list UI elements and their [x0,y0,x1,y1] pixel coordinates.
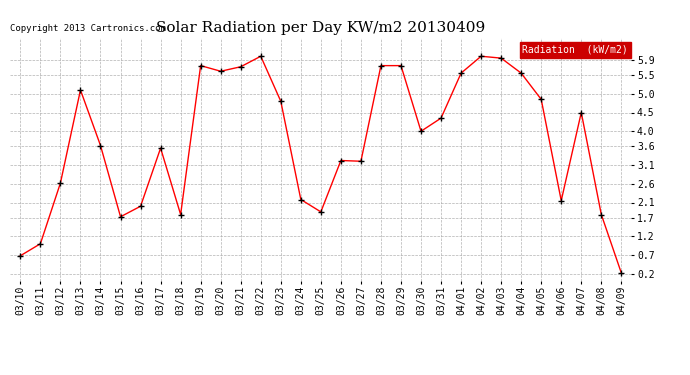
Title: Solar Radiation per Day KW/m2 20130409: Solar Radiation per Day KW/m2 20130409 [156,21,486,35]
Text: Radiation  (kW/m2): Radiation (kW/m2) [522,45,628,55]
Text: Copyright 2013 Cartronics.com: Copyright 2013 Cartronics.com [10,24,166,33]
